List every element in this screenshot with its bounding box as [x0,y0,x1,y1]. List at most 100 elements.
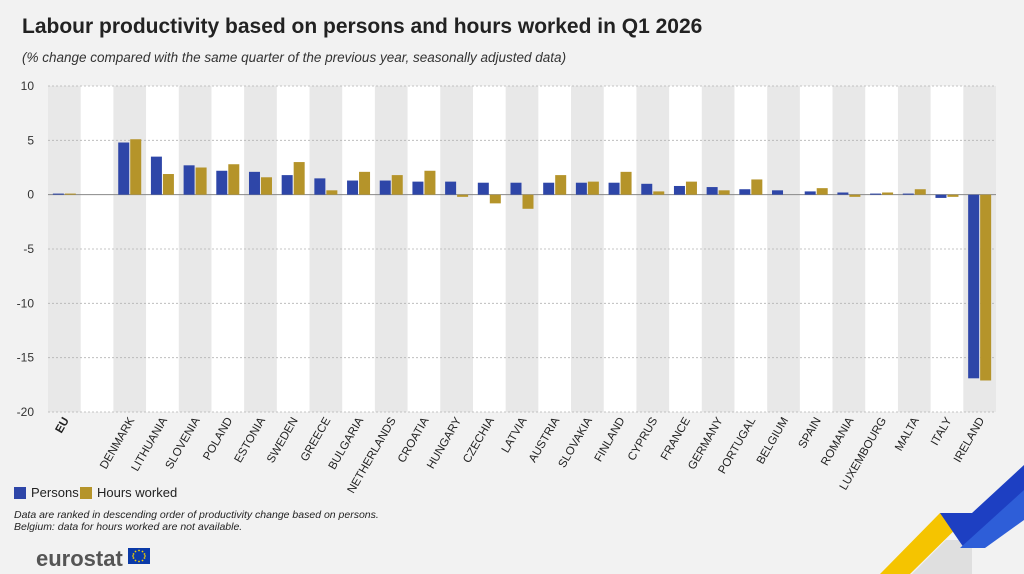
x-tick-label: FRANCE [659,415,693,462]
legend-swatch-hours [80,487,92,499]
x-tick-label: MALTA [893,415,922,453]
bar-persons [445,181,457,195]
y-axis: 10 5 0 -5 -10 -15 -20 [17,79,35,419]
x-tick-label: EU [54,416,72,436]
x-tick-label: SPAIN [797,416,824,451]
x-tick-label: POLAND [201,416,235,463]
bar-hours-worked [718,190,730,195]
bar-hours-worked [391,175,403,195]
bar-hours-worked [522,194,534,209]
bar-hours-worked [849,194,861,197]
x-tick-label: ROMANIA [819,415,856,468]
bar-persons [510,182,522,195]
x-tick-label: GREECE [299,415,334,463]
bar-persons [902,193,914,195]
category-band [178,86,212,412]
x-tick-label: SLOVAKIA [557,415,596,470]
bar-hours-worked [293,162,305,195]
bar-persons [183,165,195,195]
bars-group [52,139,992,381]
bar-hours-worked [424,170,436,195]
bar-persons [248,171,260,195]
bar-hours-worked [751,179,763,195]
x-tick-label: ESTONIA [233,415,269,465]
y-tick-label: -15 [17,351,35,365]
x-tick-label: SLOVENIA [164,415,203,471]
bar-persons [870,193,882,195]
logo-text: eurostat [36,546,123,571]
bar-hours-worked [359,171,371,195]
bar-persons [575,182,587,195]
bar-persons [837,192,849,195]
eurostat-logo: eurostat [36,546,150,571]
bar-hours-worked [620,171,632,195]
x-tick-label: BELGIUM [755,416,791,467]
y-tick-label: -5 [23,242,34,256]
decorative-corner-shape [880,465,1024,574]
bar-persons [935,194,947,198]
bar-hours-worked [980,194,992,381]
bar-hours-worked [816,188,828,195]
eu-flag-icon [128,548,150,564]
legend-swatch-persons [14,487,26,499]
footnote-line-1: Data are ranked in descending order of p… [14,509,379,521]
x-tick-label: HUNGARY [425,415,464,471]
bar-hours-worked [555,175,567,195]
x-tick-label: AUSTRIA [527,415,562,464]
bar-persons [150,156,162,195]
bar-hours-worked [195,167,207,195]
x-tick-label: LATVIA [500,415,530,455]
bar-hours-worked [882,192,894,195]
bar-persons [804,191,816,195]
bar-persons [543,182,555,195]
bar-persons [968,194,980,379]
bar-hours-worked [947,194,959,197]
bar-persons [216,170,228,195]
bar-hours-worked [130,139,142,195]
legend-label-persons: Persons [31,485,79,500]
bar-persons [379,180,391,195]
bar-persons [118,142,130,195]
bar-hours-worked [685,181,697,195]
bar-hours-worked [587,181,599,195]
bar-persons [347,180,359,195]
bar-hours-worked [457,194,469,197]
bar-persons [314,178,326,195]
y-tick-label: -20 [17,405,35,419]
bar-persons [608,182,620,195]
y-tick-label: 10 [21,79,35,93]
x-tick-label: IRELAND [952,416,987,465]
bar-hours-worked [914,189,926,195]
bar-persons [412,181,424,195]
x-tick-label: SWEDEN [265,416,301,466]
bar-persons [739,189,751,195]
bar-hours-worked [228,164,240,195]
bar-hours-worked [653,191,665,195]
bar-persons [52,193,64,195]
y-tick-label: 0 [27,188,34,202]
bar-persons [706,187,718,195]
bar-persons [281,175,293,195]
bar-persons [641,183,653,195]
bar-persons [772,190,784,195]
footnote-line-2: Belgium: data for hours worked are not a… [14,521,242,533]
legend-label-hours: Hours worked [97,485,177,500]
bar-hours-worked [489,194,501,204]
x-tick-label: CROATIA [396,415,432,465]
bar-hours-worked [326,190,338,195]
y-tick-label: 5 [27,133,34,147]
y-tick-label: -10 [17,296,35,310]
chart-title: Labour productivity based on persons and… [22,15,702,38]
legend: Persons Hours worked [14,485,177,500]
x-tick-label: FINLAND [593,416,628,465]
x-tick-label: CYPRUS [626,415,661,463]
bar-hours-worked [260,177,272,195]
x-tick-label: ITALY [929,415,955,447]
x-axis: EU DENMARKLITHUANIASLOVENIAPOLANDESTONIAS… [54,415,988,496]
footnotes: Data are ranked in descending order of p… [14,509,379,533]
category-band [374,86,408,412]
bar-persons [477,182,489,195]
bar-hours-worked [64,193,76,195]
category-band [571,86,604,412]
